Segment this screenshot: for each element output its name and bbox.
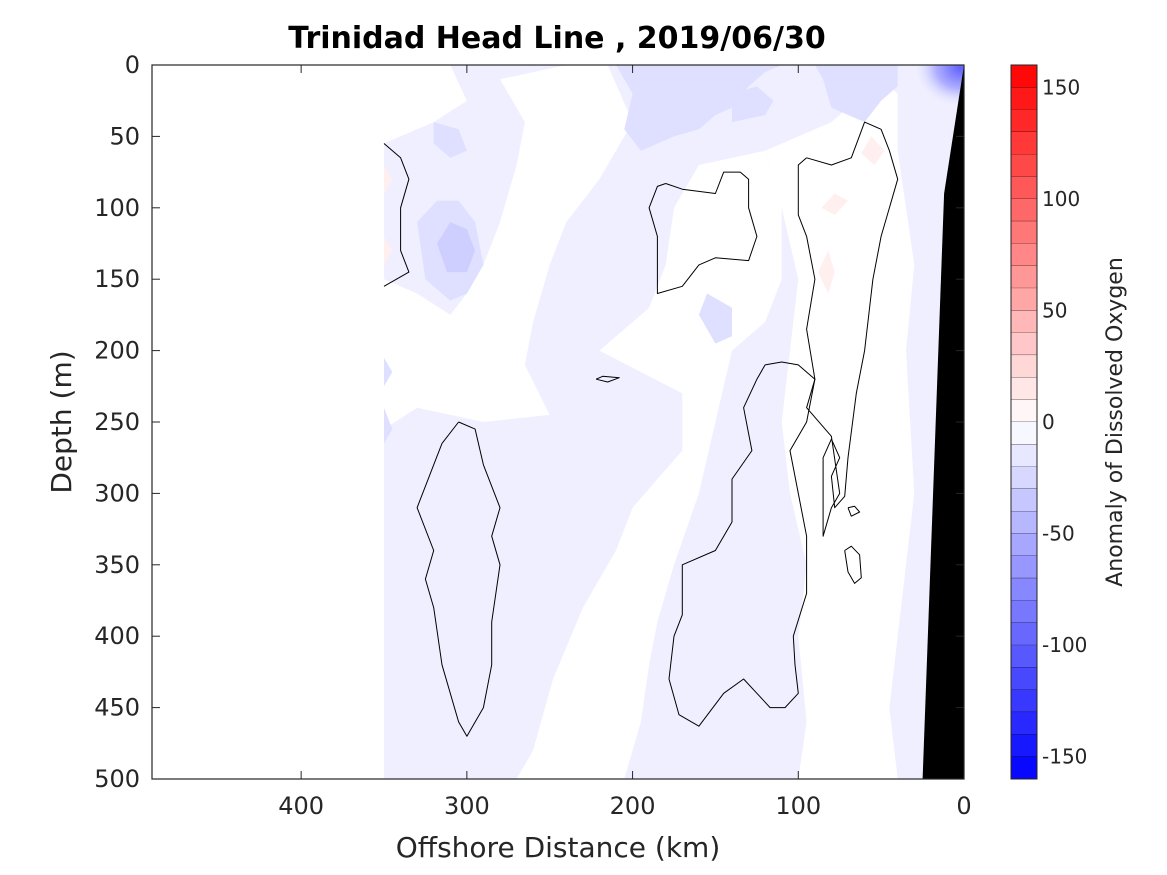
contour-line	[383, 143, 410, 287]
colorbar-bin	[1011, 65, 1037, 88]
colorbar-bin	[1011, 355, 1037, 378]
x-tick-label: 100	[775, 792, 821, 820]
field-region	[384, 236, 393, 265]
contour-line	[847, 505, 861, 517]
field-region	[384, 407, 393, 444]
field-region	[861, 136, 885, 165]
colorbar-bin	[1011, 176, 1037, 200]
y-tick-label: 300	[94, 479, 140, 507]
colorbar-tick-label: 150	[1042, 75, 1080, 99]
colorbar-frame	[1010, 64, 1038, 780]
colorbar-bin	[1011, 466, 1037, 490]
y-tick-label: 200	[94, 337, 140, 365]
field-region	[814, 65, 898, 123]
colorbar-bin	[1011, 288, 1037, 311]
colorbar-bin	[1011, 645, 1037, 668]
contour-line	[844, 545, 862, 584]
y-tick-label: 50	[109, 122, 140, 150]
x-tick-label: 0	[956, 792, 971, 820]
colorbar-bin	[1011, 243, 1037, 267]
colorbar-bin	[1011, 198, 1037, 222]
colorbar-bin	[1011, 154, 1037, 178]
field-region	[384, 357, 393, 387]
contour-line	[668, 361, 816, 727]
colorbar-bin	[1011, 667, 1037, 691]
colorbar-bin	[1011, 511, 1037, 535]
colorbar-bin	[1011, 533, 1037, 557]
colorbar-tick-label: 50	[1042, 298, 1067, 322]
y-tick-label: 450	[94, 694, 140, 722]
field-region	[433, 122, 467, 158]
colorbar-bin	[1011, 689, 1037, 713]
field-region	[821, 193, 848, 215]
y-tick-label: 100	[94, 194, 140, 222]
colorbar-tick-label: -100	[1042, 633, 1087, 657]
y-tick-label: 250	[94, 408, 140, 436]
colorbar-tick-label: 100	[1042, 187, 1080, 211]
axes: 400 300 200 100 0 0 50 100 150 200 250 300 350 400 450…	[94, 51, 971, 820]
colorbar-bin	[1011, 87, 1037, 111]
zero-contour-lines	[383, 121, 899, 737]
colorbar-bin	[1011, 377, 1037, 401]
colorbar-bin	[1011, 600, 1037, 624]
colorbar-bin	[1011, 712, 1037, 735]
colorbar-bin	[1011, 310, 1037, 334]
field-region	[384, 165, 393, 194]
field-region	[818, 250, 835, 294]
colorbar-bin	[1011, 555, 1037, 579]
colorbar-tick-label: -150	[1042, 745, 1087, 769]
field-region	[384, 65, 467, 144]
x-tick-label: 400	[278, 792, 324, 820]
colorbar-bin	[1011, 399, 1037, 423]
colorbar-bin	[1011, 221, 1037, 244]
contour-line	[648, 171, 758, 294]
field-region	[698, 293, 732, 344]
anomaly-field	[384, 65, 964, 779]
contour-line	[595, 375, 620, 383]
colorbar-bin	[1011, 131, 1037, 155]
field-region	[732, 86, 774, 123]
colorbar-bin	[1011, 109, 1037, 133]
contour-line	[416, 421, 501, 737]
bathymetry	[922, 65, 964, 779]
x-tick-label: 300	[444, 792, 490, 820]
chart-title: Trinidad Head Line , 2019/06/30	[288, 21, 825, 56]
field-region	[765, 72, 915, 779]
y-tick-label: 0	[125, 51, 140, 79]
colorbar-bin	[1011, 422, 1037, 445]
x-tick-label: 200	[610, 792, 656, 820]
y-axis-label: Depth (m)	[45, 350, 78, 493]
colorbar-label: Anomaly of Dissolved Oxygen	[1103, 257, 1128, 587]
colorbar-tick-label: 0	[1042, 410, 1055, 434]
colorbar: 150 100 50 0 -50 -100 -150	[1011, 65, 1087, 780]
colorbar-bin	[1011, 756, 1037, 780]
y-tick-label: 500	[94, 765, 140, 793]
contour-line	[797, 121, 899, 537]
colorbar-bin	[1011, 622, 1037, 646]
colorbar-bin	[1011, 332, 1037, 356]
bathymetry-mask	[922, 65, 964, 779]
field-region	[384, 65, 633, 430]
y-tick-label: 150	[94, 265, 140, 293]
colorbar-tick-label: -50	[1042, 522, 1075, 546]
colorbar-bin	[1011, 578, 1037, 601]
colorbar-bin	[1011, 488, 1037, 512]
surface-anomaly	[915, 65, 964, 106]
field-region	[437, 222, 476, 273]
colorbar-bin	[1011, 265, 1037, 289]
y-tick-label: 400	[94, 622, 140, 650]
x-axis-label: Offshore Distance (km)	[396, 831, 721, 864]
colorbar-bin	[1011, 734, 1037, 758]
colorbar-bin	[1011, 444, 1037, 468]
y-tick-label: 350	[94, 551, 140, 579]
field-region	[616, 65, 782, 151]
